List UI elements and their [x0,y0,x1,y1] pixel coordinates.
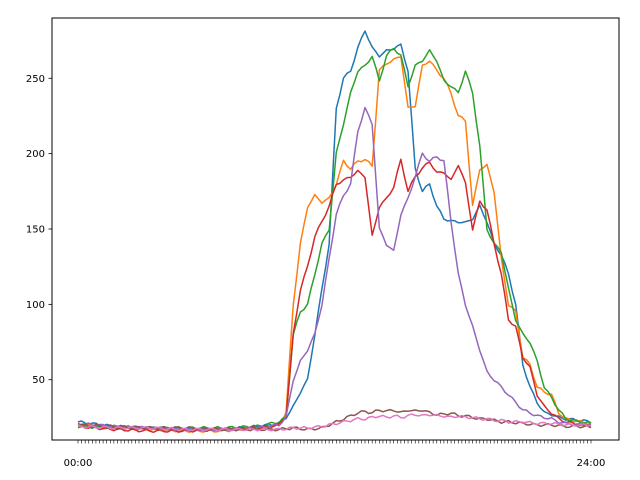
series-line-4 [77,158,592,434]
series-line-1 [77,30,592,432]
series-line-7 [77,413,592,432]
y-tick-label: 200 [26,149,45,160]
x-tick-marks [77,440,592,444]
y-tick-label: 250 [26,74,45,85]
y-tick-label: 150 [26,225,45,236]
series-layer [77,30,592,434]
plot-area-frame [51,17,620,441]
y-tick-label: 100 [26,300,45,311]
y-axis-ticks: 50 100 150 200 250 [26,74,52,386]
x-tick-label-start: 00:00 [64,458,93,469]
x-tick-label-end: 24:00 [577,458,606,469]
y-tick-label: 50 [32,375,45,386]
